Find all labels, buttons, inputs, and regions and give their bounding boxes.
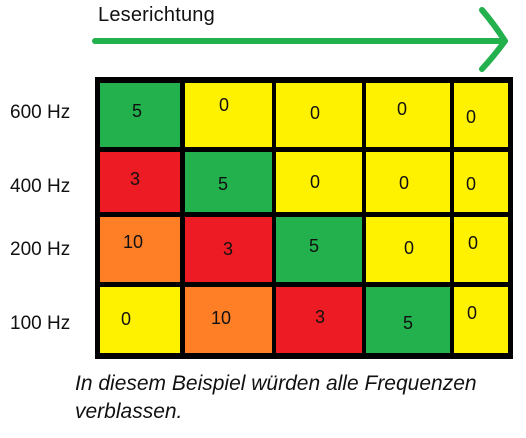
- grid-cell-value: 5: [309, 236, 319, 257]
- grid-cell-value: 0: [219, 95, 229, 116]
- row-label-400hz: 400 Hz: [10, 176, 92, 198]
- grid-cell: 0: [276, 152, 362, 212]
- grid-cell-value: 0: [310, 103, 320, 124]
- reading-direction-arrow-icon: [0, 0, 526, 80]
- grid-cell: 0: [454, 83, 508, 147]
- grid-cell-value: 10: [211, 308, 231, 329]
- grid-cell-value: 0: [466, 174, 476, 195]
- grid-cell-value: 0: [466, 107, 476, 128]
- grid-cell: 0: [366, 217, 450, 282]
- grid-cell: 3: [276, 287, 362, 353]
- frequency-grid: 5 0 0 0 0 3 5 0 0 0 10 3 5 0 0 0 10 3 5 0: [95, 77, 513, 359]
- grid-cell: 0: [454, 152, 508, 212]
- grid-cell-value: 5: [132, 101, 142, 122]
- row-label-200hz: 200 Hz: [10, 239, 92, 261]
- grid-cell: 0: [366, 83, 450, 147]
- grid-cell-value: 3: [223, 239, 233, 260]
- grid-cell-value: 5: [403, 313, 413, 334]
- grid-cell-value: 0: [397, 99, 407, 120]
- grid-cell: 0: [100, 287, 180, 353]
- grid-cell: 0: [454, 217, 508, 282]
- grid-cell: 3: [185, 217, 272, 282]
- grid-cell-value: 0: [467, 303, 477, 324]
- caption-text: In diesem Beispiel würden alle Frequenze…: [75, 370, 515, 426]
- grid-cell: 5: [366, 287, 450, 353]
- grid-cell-value: 0: [404, 238, 414, 259]
- grid-cell: 10: [185, 287, 272, 353]
- grid-cell: 0: [276, 83, 362, 147]
- grid-cell-value: 10: [123, 232, 143, 253]
- grid-cell: 3: [100, 152, 180, 212]
- grid-cell-value: 3: [130, 169, 140, 190]
- grid-cell-value: 3: [315, 307, 325, 328]
- grid-cell-value: 0: [468, 233, 478, 254]
- row-label-600hz: 600 Hz: [10, 102, 92, 124]
- grid-cell: 5: [100, 83, 180, 147]
- grid-cell: 5: [185, 152, 272, 212]
- grid-cell: 0: [366, 152, 450, 212]
- grid-cell-value: 0: [310, 172, 320, 193]
- grid-cell: 5: [276, 217, 362, 282]
- grid-cell-value: 5: [218, 174, 228, 195]
- grid-cell: 0: [454, 287, 508, 353]
- grid-cell: 10: [100, 217, 180, 282]
- grid-cell-value: 0: [121, 309, 131, 330]
- row-label-100hz: 100 Hz: [10, 313, 92, 335]
- grid-cell: 0: [185, 83, 272, 147]
- grid-cell-value: 0: [399, 173, 409, 194]
